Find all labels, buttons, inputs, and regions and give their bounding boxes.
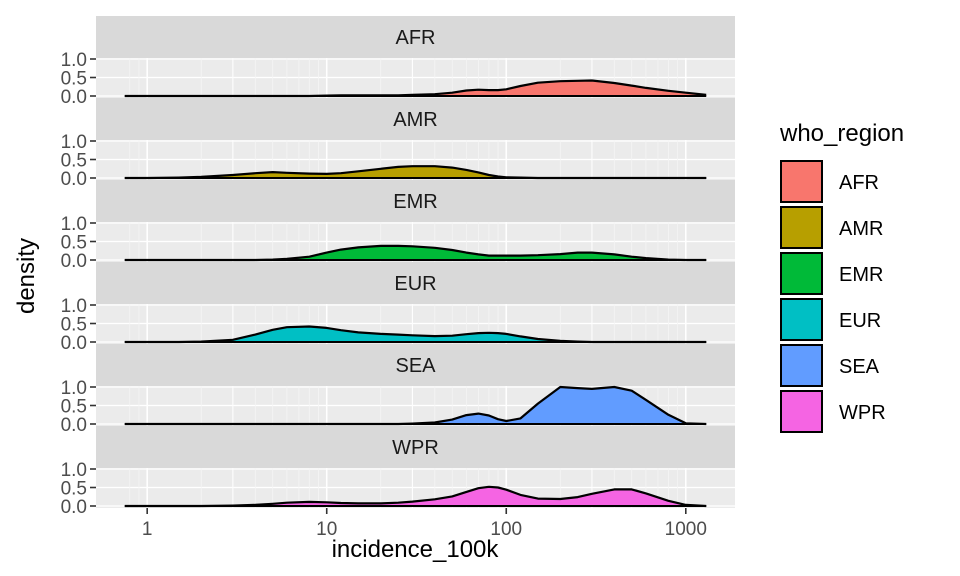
y-tick-label: 0.0 xyxy=(61,251,87,272)
facet-panels: AFR0.00.51.0AMR0.00.51.0EMR0.00.51.0EUR0… xyxy=(61,16,735,518)
density-area-eur xyxy=(124,326,707,342)
y-tick-label: 1.0 xyxy=(61,132,87,153)
y-tick-label: 1.0 xyxy=(61,296,87,317)
legend-item-eur: EUR xyxy=(780,298,881,341)
density-line-wpr xyxy=(124,485,707,508)
y-tick-label: 0.0 xyxy=(61,333,87,354)
facet-panel-amr: AMR 0.00.51.0 xyxy=(61,98,735,190)
density-area-afr xyxy=(124,80,707,96)
y-tick-label: 0.5 xyxy=(61,151,87,172)
y-axis-title: density xyxy=(13,238,40,314)
y-tick-label: 0.5 xyxy=(61,233,87,254)
y-tick-label: 0.0 xyxy=(61,415,87,436)
y-tick-label: 0.5 xyxy=(61,315,87,336)
legend-swatch xyxy=(780,298,823,341)
y-tick-label: 1.0 xyxy=(61,50,87,71)
legend-item-emr: EMR xyxy=(780,252,883,295)
legend-item-sea: SEA xyxy=(780,344,880,387)
facet-panel-emr: EMR 0.00.51.0 xyxy=(61,180,735,272)
x-tick-label: 1000 xyxy=(665,519,707,540)
y-tick-label: 0.5 xyxy=(61,69,87,90)
y-tick-label: 0.0 xyxy=(61,87,87,108)
y-tick-label: 0.5 xyxy=(61,397,87,418)
facet-strip-label: WPR xyxy=(392,437,439,459)
x-tick-label: 100 xyxy=(490,519,522,540)
y-tick-label: 0.0 xyxy=(61,169,87,190)
y-tick-label: 0.0 xyxy=(61,497,87,518)
legend-title: who_region xyxy=(779,120,904,147)
y-tick-label: 0.5 xyxy=(61,479,87,500)
facet-strip-label: AFR xyxy=(396,27,436,49)
x-tick-label: 1 xyxy=(142,519,153,540)
legend-label: AFR xyxy=(839,172,879,194)
x-tick-label: 10 xyxy=(316,519,337,540)
density-area-sea xyxy=(124,387,707,424)
facet-strip-label: EUR xyxy=(394,273,436,295)
facet-strip xyxy=(96,180,735,222)
facet-panel-eur: EUR 0.00.51.0 xyxy=(61,262,735,354)
legend-label: EMR xyxy=(839,264,883,286)
legend-label: EUR xyxy=(839,310,881,332)
legend-item-wpr: WPR xyxy=(780,390,886,433)
density-area-emr xyxy=(124,245,707,260)
facet-strip xyxy=(96,98,735,140)
facet-strip xyxy=(96,16,735,58)
density-area-wpr xyxy=(124,486,707,506)
facet-strip-label: EMR xyxy=(393,191,437,213)
facet-panel-afr: AFR 0.00.51.0 xyxy=(61,16,735,108)
facet-strip xyxy=(96,344,735,386)
facet-strip xyxy=(96,262,735,304)
legend: who_region AFR AMR EMR EUR SEA WPR xyxy=(779,120,904,433)
legend-label: AMR xyxy=(839,218,883,240)
facet-strip xyxy=(96,426,735,468)
y-tick-label: 1.0 xyxy=(61,378,87,399)
legend-swatch xyxy=(780,252,823,295)
legend-item-amr: AMR xyxy=(780,206,883,249)
legend-swatch xyxy=(780,344,823,387)
legend-label: WPR xyxy=(839,402,886,424)
legend-swatch xyxy=(780,390,823,433)
density-area-amr xyxy=(124,166,707,178)
legend-swatch xyxy=(780,206,823,249)
legend-swatch xyxy=(780,160,823,203)
facet-panel-wpr: WPR 0.00.51.0 xyxy=(61,426,735,518)
x-axis-title: incidence_100k xyxy=(332,536,500,563)
y-tick-label: 1.0 xyxy=(61,460,87,481)
y-tick-label: 1.0 xyxy=(61,214,87,235)
x-axis: 1 10 100 1000 xyxy=(142,508,707,540)
facet-strip-label: AMR xyxy=(393,109,437,131)
facet-panel-sea: SEA 0.00.51.0 xyxy=(61,344,735,436)
facet-strip-label: SEA xyxy=(395,355,436,377)
legend-item-afr: AFR xyxy=(780,160,879,203)
legend-label: SEA xyxy=(839,356,880,378)
